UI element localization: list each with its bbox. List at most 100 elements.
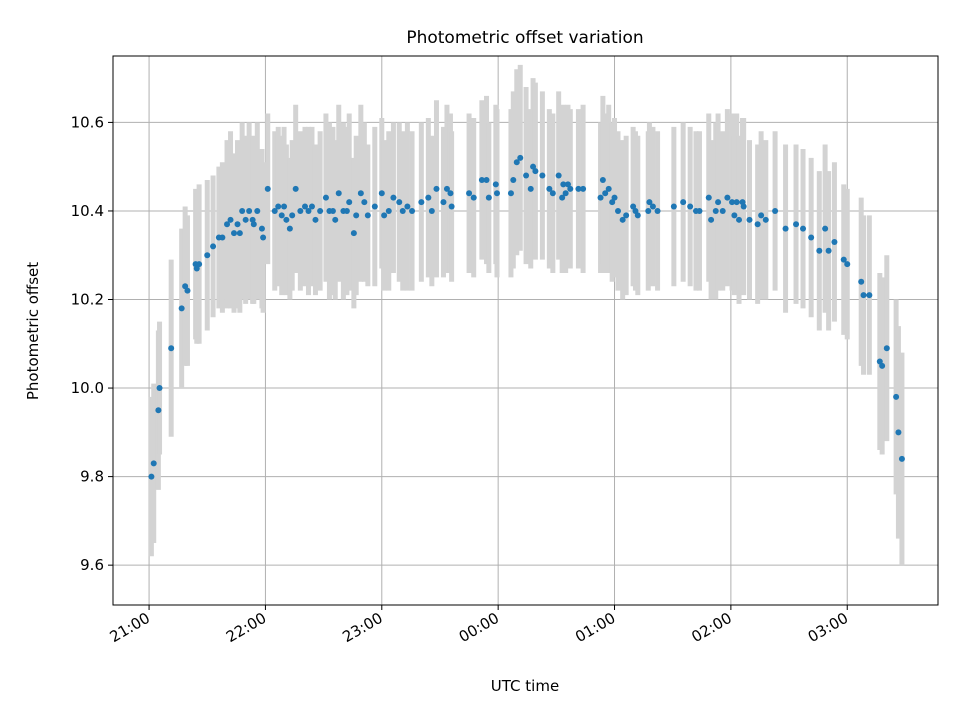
data-point [236, 230, 243, 237]
data-point [560, 181, 567, 188]
data-point [580, 185, 587, 192]
data-point [196, 261, 203, 268]
data-point [254, 207, 261, 214]
data-point [898, 455, 905, 462]
data-point [800, 225, 807, 232]
data-point [371, 203, 378, 210]
data-point [555, 172, 562, 179]
data-point [825, 247, 832, 254]
data-point [346, 199, 353, 206]
data-point [184, 287, 191, 294]
y-tick-label: 10.2 [71, 291, 104, 309]
data-point [246, 207, 253, 214]
data-point [443, 185, 450, 192]
data-point [271, 207, 278, 214]
data-point [860, 292, 867, 299]
data-point [746, 216, 753, 223]
data-point [493, 190, 500, 197]
data-point [893, 393, 900, 400]
data-point [564, 181, 571, 188]
data-point [654, 207, 661, 214]
data-point [332, 216, 339, 223]
data-point [705, 194, 712, 201]
data-point [793, 221, 800, 228]
data-point [286, 225, 293, 232]
data-point [609, 199, 616, 206]
y-axis-label: Photometric offset [24, 262, 42, 400]
data-point [562, 190, 569, 197]
data-point [409, 207, 416, 214]
data-point [381, 212, 388, 219]
data-point [539, 172, 546, 179]
data-point [876, 358, 883, 365]
data-point [567, 185, 574, 192]
data-point [507, 190, 514, 197]
data-point [148, 473, 155, 480]
data-point [708, 216, 715, 223]
data-point [599, 176, 606, 183]
data-point [210, 243, 217, 250]
data-point [227, 216, 234, 223]
plot-frame [112, 55, 939, 606]
data-point [418, 199, 425, 206]
data-point [879, 362, 886, 369]
data-point [317, 207, 324, 214]
data-point [605, 185, 612, 192]
data-point [396, 199, 403, 206]
data-point [433, 185, 440, 192]
data-point [466, 190, 473, 197]
data-point [404, 203, 411, 210]
data-point [281, 203, 288, 210]
data-point [754, 221, 761, 228]
data-point [546, 185, 553, 192]
data-point [289, 212, 296, 219]
data-point [646, 199, 653, 206]
data-point [483, 176, 490, 183]
data-point [575, 185, 582, 192]
data-point [712, 207, 719, 214]
data-point [329, 207, 336, 214]
data-point [772, 207, 779, 214]
y-tick-label: 9.8 [80, 468, 104, 486]
data-point [275, 203, 282, 210]
data-point [687, 203, 694, 210]
data-point [204, 252, 211, 259]
chart-title: Photometric offset variation [406, 28, 643, 48]
data-point [632, 207, 639, 214]
data-point [844, 261, 851, 268]
data-point [478, 176, 485, 183]
data-point [470, 194, 477, 201]
data-point [532, 168, 539, 175]
data-point [740, 203, 747, 210]
data-point [597, 194, 604, 201]
data-point [530, 163, 537, 170]
data-point [308, 203, 315, 210]
y-tick-label: 10.4 [71, 202, 104, 220]
data-point [283, 216, 290, 223]
data-point [733, 199, 740, 206]
data-point [523, 172, 530, 179]
data-point [178, 305, 185, 312]
data-point [425, 194, 432, 201]
data-point [219, 234, 226, 241]
data-point [883, 345, 890, 352]
data-point [258, 225, 265, 232]
data-point [234, 221, 241, 228]
data-point [602, 190, 609, 197]
data-point [297, 207, 304, 214]
data-point [155, 407, 162, 414]
data-point [150, 460, 157, 467]
data-point [448, 203, 455, 210]
data-point [510, 176, 517, 183]
data-point [378, 190, 385, 197]
data-point [858, 278, 865, 285]
data-point [623, 212, 630, 219]
data-point [231, 230, 238, 237]
data-point [168, 345, 175, 352]
data-point [549, 190, 556, 197]
data-point [357, 190, 364, 197]
data-point [719, 207, 726, 214]
data-point [492, 181, 499, 188]
data-point [866, 292, 873, 299]
